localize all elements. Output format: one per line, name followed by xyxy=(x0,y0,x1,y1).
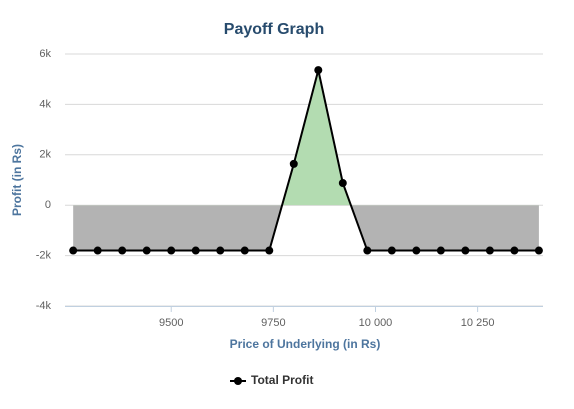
area-negative xyxy=(73,205,539,251)
point xyxy=(167,246,176,255)
point xyxy=(461,246,470,255)
point xyxy=(289,159,298,168)
point xyxy=(265,246,274,255)
y-tick-label: 4k xyxy=(39,98,51,110)
y-tick-label: 2k xyxy=(39,149,51,161)
x-axis-title: Price of Underlying (in Rs) xyxy=(230,337,381,351)
point xyxy=(387,246,396,255)
legend-marker xyxy=(234,377,242,385)
point xyxy=(142,246,151,255)
x-tick-label: 9750 xyxy=(261,317,285,329)
point xyxy=(216,246,225,255)
point xyxy=(412,246,421,255)
point xyxy=(93,246,102,255)
point xyxy=(534,246,543,255)
y-tick-label: 0 xyxy=(45,199,51,211)
x-tick-label: 10 250 xyxy=(461,317,495,329)
point xyxy=(510,246,519,255)
point xyxy=(240,246,249,255)
point xyxy=(69,246,78,255)
point xyxy=(338,179,347,188)
legend-label: Total Profit xyxy=(251,373,313,387)
line xyxy=(73,69,539,252)
y-axis-title: Profit (in Rs) xyxy=(10,144,24,216)
y-tick-label: -2k xyxy=(36,250,52,262)
point xyxy=(314,66,323,75)
point xyxy=(436,246,445,255)
x-tick-label: 9500 xyxy=(159,317,183,329)
point xyxy=(485,246,494,255)
x-tick-label: 10 000 xyxy=(359,317,393,329)
point xyxy=(118,246,127,255)
area-positive xyxy=(282,70,351,206)
point xyxy=(191,246,200,255)
y-tick-label: 6k xyxy=(39,48,51,60)
point xyxy=(363,246,372,255)
y-tick-label: -4k xyxy=(36,300,52,312)
chart-title: Payoff Graph xyxy=(224,21,324,38)
